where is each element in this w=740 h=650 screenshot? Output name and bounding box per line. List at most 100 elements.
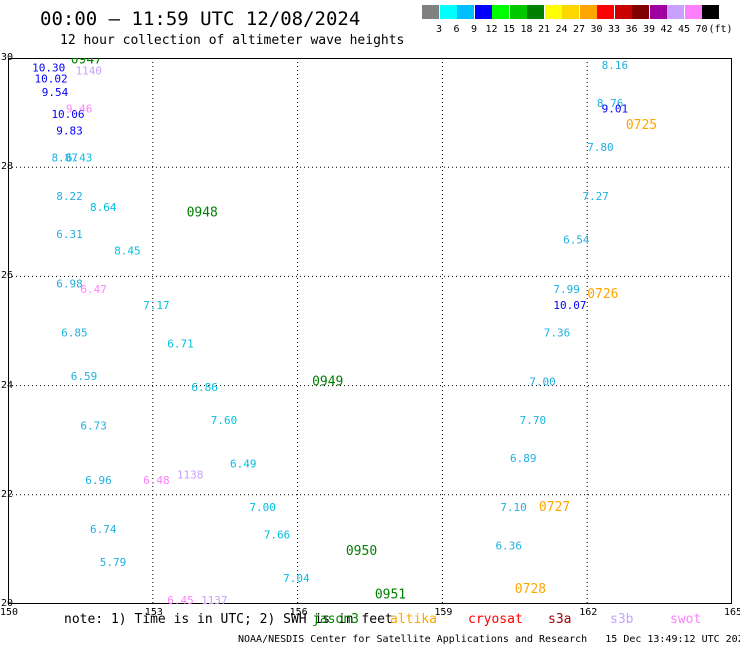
wave-height-label: 7.27 — [582, 190, 609, 203]
lon-tick-label: 153 — [144, 607, 163, 618]
pass-time-label: 0728 — [515, 582, 546, 597]
footer-credit: NOAA/NESDIS Center for Satellite Applica… — [238, 634, 740, 645]
wave-height-label: 10.07 — [553, 299, 586, 312]
wave-height-label: 6.47 — [80, 283, 107, 296]
wave-height-label: 9.46 — [66, 103, 93, 116]
wave-height-label: 9.83 — [56, 124, 82, 137]
pass-time-label: 0726 — [587, 287, 618, 302]
note-text: note: 1) Time is in UTC; 2) SWH is in fe… — [64, 612, 393, 627]
legend-label: 33 — [607, 24, 621, 35]
wave-height-label: 6.98 — [56, 277, 82, 290]
lat-tick-label: 30 — [1, 52, 14, 63]
lon-tick-label: 165 — [724, 607, 740, 618]
wave-height-label: 7.80 — [587, 141, 614, 154]
wave-height-label: 1140 — [76, 64, 103, 77]
legend-label: 39 — [642, 24, 656, 35]
legend-swatch — [457, 5, 474, 19]
satellite-name: altika — [390, 612, 437, 627]
map-frame — [8, 58, 732, 604]
wave-height-label: 6.54 — [563, 234, 590, 247]
legend-swatch — [597, 5, 614, 19]
wave-height-label: 7.70 — [520, 414, 547, 427]
lon-tick-label: 156 — [289, 607, 308, 618]
wave-height-label: 10.02 — [35, 73, 68, 86]
satellite-name: jason3 — [312, 612, 359, 627]
wave-height-label: 10.06 — [51, 108, 84, 121]
legend-swatch — [474, 5, 492, 19]
legend-label: 9 — [470, 24, 478, 35]
legend-label: 36 — [625, 24, 638, 35]
legend-swatch — [422, 5, 439, 19]
pass-time-label: 0951 — [375, 588, 406, 603]
wave-height-label: 6.71 — [167, 337, 194, 350]
wave-height-label: 6.43 — [66, 152, 93, 165]
wave-height-label: 7.00 — [249, 501, 275, 514]
wave-height-label: 8.64 — [90, 201, 117, 214]
wave-height-label: 7.66 — [264, 528, 291, 541]
wave-height-label: 7.04 — [283, 572, 310, 585]
lat-tick-label: 20 — [1, 598, 14, 609]
wave-height-label: 7.60 — [211, 414, 238, 427]
satellite-name: swot — [670, 612, 702, 627]
lon-tick-label: 159 — [434, 607, 453, 618]
legend-label: 42 — [660, 24, 673, 35]
wave-height-label: 8.87 — [51, 152, 78, 165]
pass-time-label: 0950 — [346, 544, 377, 559]
wave-height-label: 9.54 — [42, 86, 69, 99]
lat-tick-label: 28 — [1, 161, 14, 173]
legend-label: 45 — [677, 24, 691, 35]
legend-swatch — [492, 5, 509, 19]
pass-time-label: 0947 — [71, 58, 102, 67]
wave-height-label: 9.01 — [602, 103, 629, 116]
legend-swatch — [544, 5, 562, 19]
lon-tick-label: 150 — [0, 607, 19, 618]
legend-label: 30 — [590, 24, 603, 35]
legend-swatch — [527, 5, 544, 19]
legend-label: 12 — [485, 24, 498, 35]
satellite-name: cryosat — [468, 612, 523, 627]
wave-height-label: 1137 — [201, 594, 228, 604]
wave-height-label: 8.22 — [56, 190, 82, 203]
wave-height-label: 7.36 — [544, 326, 571, 339]
legend-swatch — [667, 5, 684, 19]
lat-tick-label: 26 — [1, 270, 14, 282]
legend-label: 27 — [572, 24, 586, 35]
wave-height-label: 6.96 — [85, 474, 112, 487]
pass-time-label: 0948 — [187, 205, 218, 220]
legend-label: 15 — [502, 24, 516, 35]
wave-height-label: 10.30 — [32, 62, 65, 75]
legend-label: 21 — [537, 24, 551, 35]
legend-swatch — [649, 5, 667, 19]
wave-height-label: 8.76 — [597, 97, 624, 110]
wave-height-label: 8.45 — [114, 245, 141, 258]
legend-swatch — [509, 5, 527, 19]
legend-swatch — [702, 5, 719, 19]
legend-swatch — [579, 5, 597, 19]
wave-height-label: 6.89 — [510, 452, 537, 465]
lat-tick-label: 24 — [1, 379, 14, 391]
legend-label: 70 — [695, 24, 708, 35]
wave-height-label: 6.45 — [167, 594, 194, 604]
legend-swatch — [562, 5, 579, 19]
wave-height-label: 6.49 — [230, 458, 257, 471]
map-subtitle: 12 hour collection of altimeter wave hei… — [60, 33, 405, 48]
legend-label: 18 — [520, 24, 533, 35]
lat-tick-label: 22 — [1, 488, 14, 500]
wave-height-label: 6.74 — [90, 523, 117, 536]
wave-height-label: 6.36 — [495, 539, 522, 552]
wave-height-label: 7.17 — [143, 299, 170, 312]
pass-time-label: 0725 — [626, 118, 657, 133]
wave-height-label: 7.10 — [500, 501, 527, 514]
wave-height-label: 7.00 — [529, 376, 556, 389]
legend-swatch — [632, 5, 649, 19]
lon-tick-label: 162 — [579, 607, 598, 618]
page-title: 00:00 – 11:59 UTC 12/08/2024 — [40, 8, 361, 30]
wave-height-label: 8.16 — [602, 59, 629, 72]
wave-height-label: 6.73 — [80, 419, 107, 432]
legend-unit: (ft) — [708, 24, 733, 35]
wave-height-label: 6.85 — [61, 326, 88, 339]
wave-height-label: 1138 — [177, 468, 204, 481]
wave-height-label: 6.59 — [71, 370, 98, 383]
pass-time-label: 0949 — [312, 375, 343, 390]
